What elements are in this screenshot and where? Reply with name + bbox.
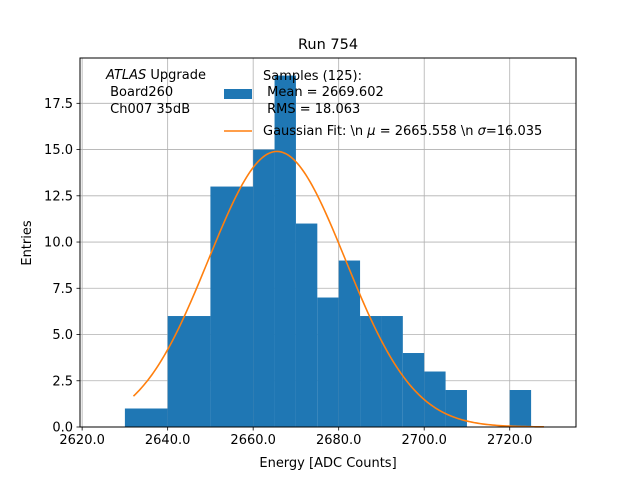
chart-title: Run 754 [298,37,358,53]
y-axis-ticks: 0.0 2.5 5.0 7.5 10.0 12.5 15.0 17.5 [44,97,80,436]
y-tick-label: 5.0 [52,328,73,343]
x-tick-label: 2680.0 [316,433,362,448]
x-tick-label: 2700.0 [401,433,447,448]
legend-fit-mid: = 2665.558 \n [376,124,478,139]
annotation-upgrade: Upgrade [146,68,206,83]
legend-hist-swatch [224,89,252,99]
legend-fit-mu: μ [366,124,375,139]
x-tick-label: 2720.0 [487,433,533,448]
x-axis-ticks: 2620.0 2640.0 2660.0 2680.0 2700.0 2720.0 [59,427,532,448]
histogram-bar [338,260,361,427]
histogram-bar [360,316,382,427]
histogram-bar [295,223,318,427]
histogram-bar [274,75,296,428]
legend-fit-prefix: Gaussian Fit: \n [263,124,367,139]
y-tick-label: 15.0 [44,143,73,158]
histogram-bar [424,371,446,427]
y-tick-label: 7.5 [52,282,73,297]
legend: Samples (125): Mean = 2669.602 RMS = 18.… [224,69,542,139]
gaussian-fit-curve [132,150,544,428]
x-tick-label: 2620.0 [59,433,105,448]
legend-fit-suffix: =16.035 [486,124,542,139]
plot-frame [79,57,577,428]
gaussian-fit [132,150,544,428]
histogram-bar [124,408,168,427]
histogram-bar [381,316,403,427]
y-tick-label: 2.5 [52,374,73,389]
annotation-atlas: ATLAS [105,68,146,83]
legend-hist-line-3: RMS = 18.063 [263,102,360,117]
histogram-bar [445,390,467,427]
annotation-line-1: ATLAS Upgrade [105,68,206,83]
x-axis-label: Energy [ADC Counts] [259,456,396,471]
histogram-bar [317,297,339,427]
annotation-line-2: Board260 [106,85,173,100]
histogram-bars [124,75,532,428]
histogram-bar [509,390,532,427]
x-tick-label: 2640.0 [145,433,191,448]
legend-fit-label: Gaussian Fit: \n μ = 2665.558 \n σ=16.03… [263,124,542,139]
legend-fit-sigma: σ [478,124,487,139]
x-tick-label: 2660.0 [230,433,276,448]
legend-hist-line-2: Mean = 2669.602 [263,85,384,100]
histogram-bar [210,186,254,427]
histogram-bar [253,149,275,427]
y-tick-label: 10.0 [44,236,73,251]
y-tick-label: 12.5 [44,189,73,204]
atlas-annotation: ATLAS Upgrade Board260 Ch007 35dB [105,68,206,117]
y-axis-label: Entries [20,220,35,266]
histogram-bar [167,316,211,427]
y-tick-label: 17.5 [44,97,73,112]
y-tick-label: 0.0 [52,421,73,436]
legend-hist-line-1: Samples (125): [263,69,362,84]
annotation-line-3: Ch007 35dB [106,102,190,117]
